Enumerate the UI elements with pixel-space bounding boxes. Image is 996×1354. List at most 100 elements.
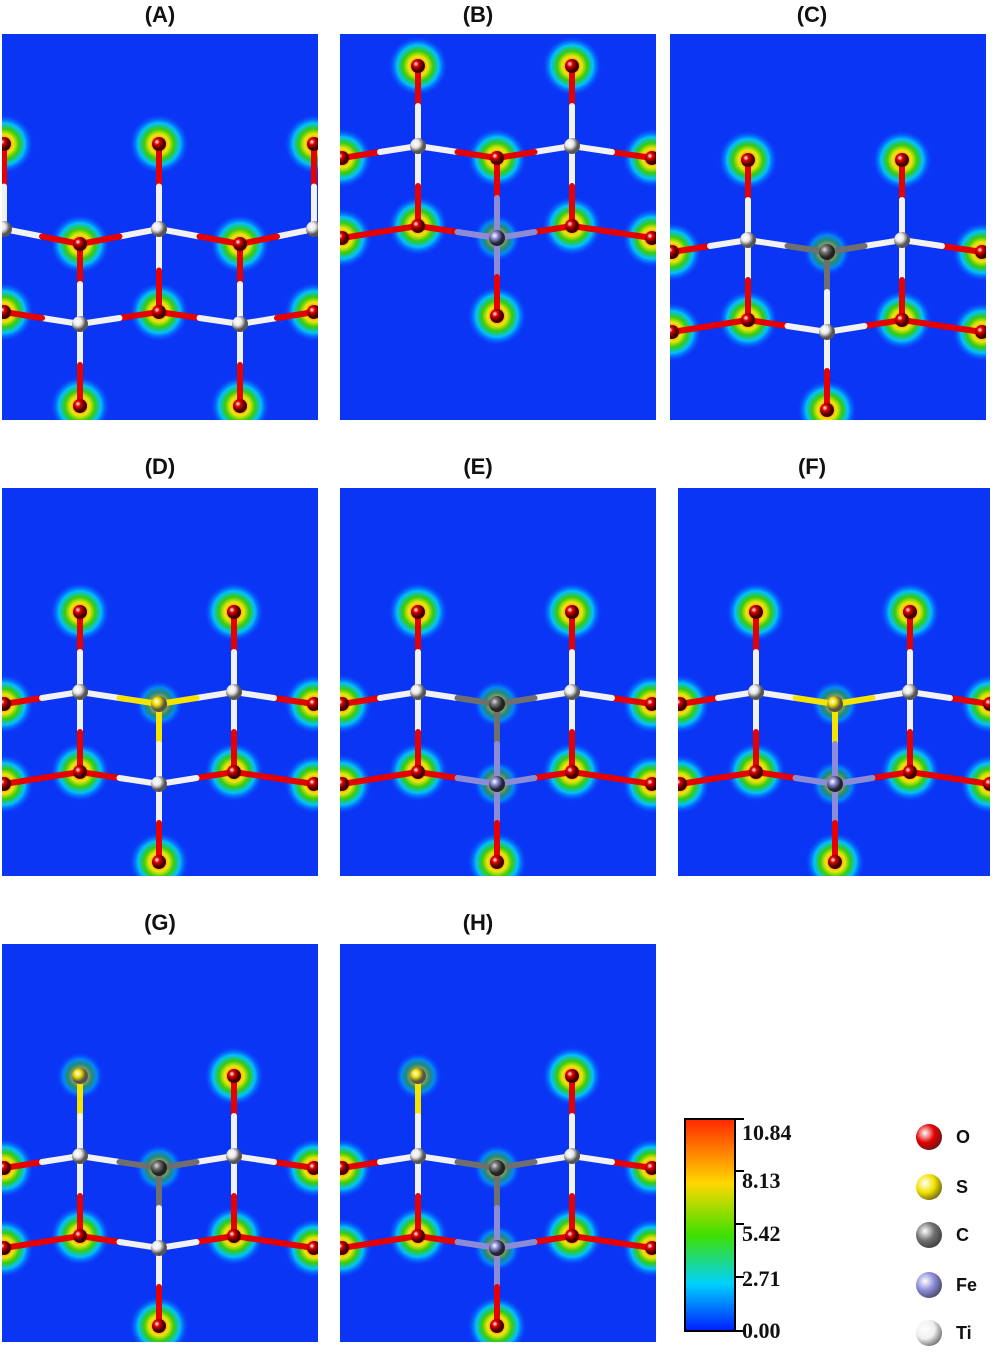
oxygen-atom: [73, 1229, 87, 1243]
oxygen-atom: [227, 1229, 241, 1243]
titanium-atom-icon: [916, 1320, 942, 1346]
oxygen-atom: [670, 325, 679, 339]
charge-density-map: [340, 34, 656, 420]
charge-density-map: [678, 488, 990, 876]
titanium-atom: [564, 684, 580, 700]
carbon-atom: [819, 244, 835, 260]
titanium-atom: [151, 776, 167, 792]
oxygen-atom: [340, 777, 349, 791]
colorbar-tick-label: 5.42: [742, 1221, 781, 1246]
titanium-atom: [740, 232, 756, 248]
titanium-atom: [72, 316, 88, 332]
oxygen-atom: [2, 777, 11, 791]
oxygen-atom: [307, 305, 318, 319]
oxygen-atom: [340, 697, 349, 711]
oxygen-atom: [645, 151, 656, 165]
legend-item-c: C: [916, 1220, 969, 1250]
oxygen-atom: [678, 777, 687, 791]
panel-label-g: (G): [144, 910, 176, 935]
oxygen-atom: [307, 697, 318, 711]
titanium-atom: [410, 138, 426, 154]
colorbar-tick: [736, 1170, 744, 1172]
oxygen-atom-icon: [916, 1124, 942, 1150]
legend-item-fe: Fe: [916, 1270, 977, 1300]
titanium-atom: [151, 1240, 167, 1256]
legend-label: C: [956, 1224, 969, 1245]
oxygen-atom: [645, 777, 656, 791]
oxygen-atom: [73, 237, 87, 251]
carbon-atom: [489, 1160, 505, 1176]
oxygen-atom: [152, 305, 166, 319]
sulfur-atom-icon: [916, 1174, 942, 1200]
oxygen-atom: [895, 153, 909, 167]
oxygen-atom: [73, 605, 87, 619]
oxygen-atom: [307, 1241, 318, 1255]
iron-atom: [489, 230, 505, 246]
carbon-atom-icon: [916, 1222, 942, 1248]
iron-atom: [489, 776, 505, 792]
oxygen-atom: [152, 1319, 166, 1333]
oxygen-atom: [565, 1229, 579, 1243]
oxygen-atom: [227, 605, 241, 619]
charge-density-map: [2, 488, 318, 876]
oxygen-atom: [307, 1161, 318, 1175]
panel-label-e: (E): [463, 454, 493, 479]
panel-label-c: (C): [796, 2, 828, 27]
oxygen-atom: [152, 137, 166, 151]
oxygen-atom: [2, 1161, 11, 1175]
panel-label-d: (D): [144, 454, 176, 479]
oxygen-atom: [307, 777, 318, 791]
colorbar-tick-label: 0.00: [742, 1318, 781, 1343]
density-panel-e: [340, 488, 656, 876]
oxygen-atom: [307, 137, 318, 151]
carbon-atom: [489, 696, 505, 712]
titanium-atom: [72, 684, 88, 700]
iron-atom-icon: [916, 1272, 942, 1298]
charge-density-map: [2, 34, 318, 420]
oxygen-atom: [73, 399, 87, 413]
oxygen-atom: [670, 245, 679, 259]
legend-label: S: [956, 1176, 969, 1197]
oxygen-atom: [490, 1319, 504, 1333]
density-panel-b: [340, 34, 656, 420]
oxygen-atom: [645, 697, 656, 711]
density-panel-f: [678, 488, 990, 876]
oxygen-atom: [820, 403, 834, 417]
panel-label-a: (A): [144, 2, 176, 27]
colorbar-tick: [736, 1330, 744, 1332]
density-panel-d: [2, 488, 318, 876]
panel-label-f: (F): [797, 454, 827, 479]
oxygen-atom: [903, 605, 917, 619]
panel-label-b: (B): [462, 2, 494, 27]
charge-density-map: [340, 944, 656, 1342]
titanium-atom: [306, 221, 318, 237]
density-glow: [2, 114, 34, 174]
oxygen-atom: [678, 697, 687, 711]
panel-label-h: (H): [462, 910, 494, 935]
oxygen-atom: [741, 313, 755, 327]
colorbar-tick-label: 10.84: [742, 1120, 792, 1145]
titanium-atom: [226, 1148, 242, 1164]
sulfur-atom: [151, 696, 167, 712]
oxygen-atom: [411, 605, 425, 619]
colorbar: [684, 1118, 736, 1332]
legend-item-ti: Ti: [916, 1318, 972, 1348]
oxygen-atom: [152, 855, 166, 869]
legend-item-s: S: [916, 1172, 968, 1202]
oxygen-atom: [490, 151, 504, 165]
legend-label: Ti: [956, 1322, 972, 1343]
oxygen-atom: [2, 137, 11, 151]
charge-density-map: [670, 34, 986, 420]
oxygen-atom: [73, 765, 87, 779]
oxygen-atom: [340, 1241, 349, 1255]
oxygen-atom: [340, 1161, 349, 1175]
oxygen-atom: [749, 605, 763, 619]
density-panel-h: [340, 944, 656, 1342]
oxygen-atom: [565, 605, 579, 619]
oxygen-atom: [227, 765, 241, 779]
titanium-atom: [232, 316, 248, 332]
oxygen-atom: [2, 305, 11, 319]
titanium-atom: [748, 684, 764, 700]
oxygen-atom: [2, 1241, 11, 1255]
oxygen-atom: [565, 59, 579, 73]
